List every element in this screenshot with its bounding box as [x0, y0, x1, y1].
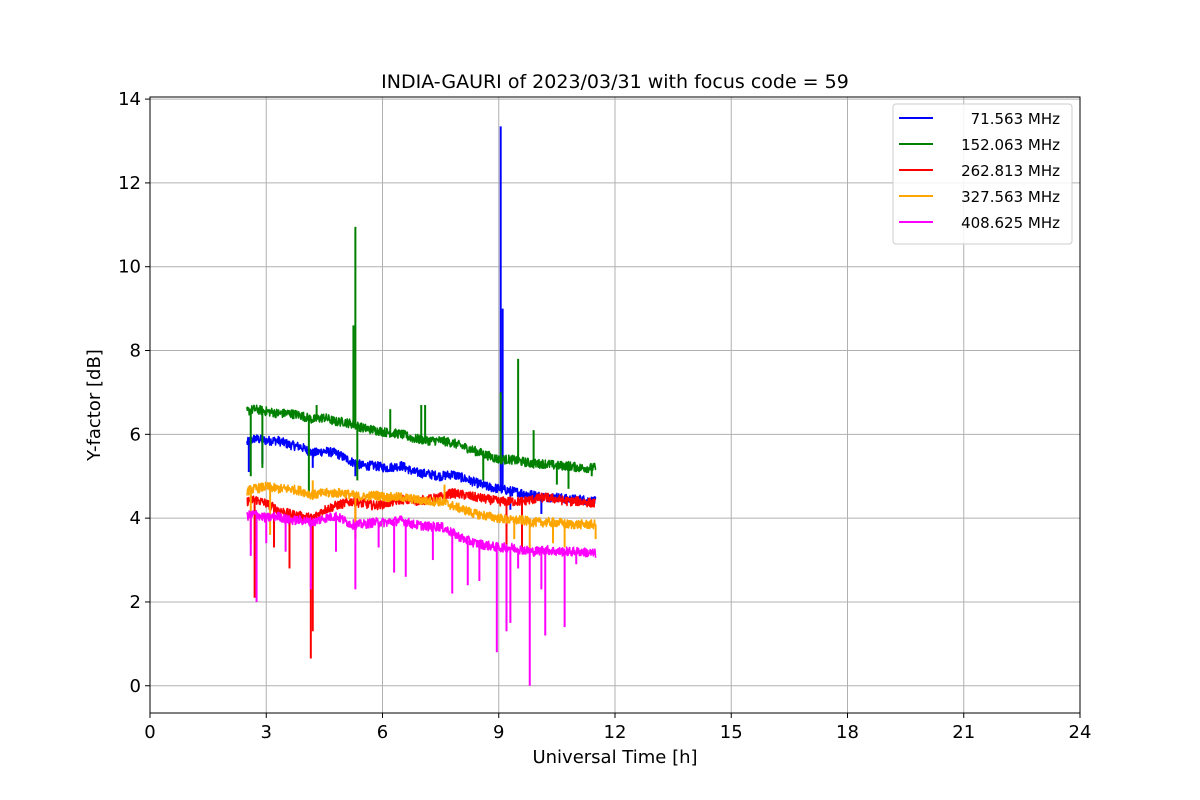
y-axis: 0 2 4 6 8 10 12 14: [118, 89, 150, 697]
y-tick-label: 0: [130, 676, 141, 697]
x-tick-label: 0: [144, 722, 155, 743]
y-tick-label: 14: [118, 89, 141, 110]
legend-label: 262.813 MHz: [961, 162, 1060, 180]
x-tick-label: 21: [952, 722, 975, 743]
legend-label: 71.563 MHz: [971, 110, 1060, 128]
x-tick-label: 24: [1069, 722, 1092, 743]
legend-label: 327.563 MHz: [961, 188, 1060, 206]
x-tick-label: 9: [493, 722, 504, 743]
x-tick-label: 18: [836, 722, 859, 743]
y-tick-label: 8: [130, 341, 141, 362]
x-tick-label: 6: [377, 722, 388, 743]
x-tick-label: 3: [261, 722, 272, 743]
series-line: [246, 510, 597, 558]
y-tick-label: 12: [118, 173, 141, 194]
x-tick-label: 15: [720, 722, 743, 743]
y-tick-label: 6: [130, 424, 141, 445]
x-axis: 0 3 6 9 12 15 18 21 24: [144, 713, 1091, 743]
y-tick-label: 4: [130, 508, 141, 529]
y-axis-label: Y-factor [dB]: [84, 349, 105, 462]
legend-box: [892, 103, 1073, 245]
y-tick-label: 2: [130, 592, 141, 613]
x-tick-label: 12: [604, 722, 627, 743]
legend-label: 408.625 MHz: [961, 214, 1060, 232]
series-line: [246, 481, 597, 530]
y-tick-label: 10: [118, 257, 141, 278]
x-axis-label: Universal Time [h]: [532, 747, 697, 768]
legend-label: 152.063 MHz: [961, 136, 1060, 154]
chart-title: INDIA-GAURI of 2023/03/31 with focus cod…: [381, 71, 849, 93]
legend: 71.563 MHz 152.063 MHz 262.813 MHz 327.563 …: [892, 103, 1073, 245]
data-series: [246, 126, 597, 686]
